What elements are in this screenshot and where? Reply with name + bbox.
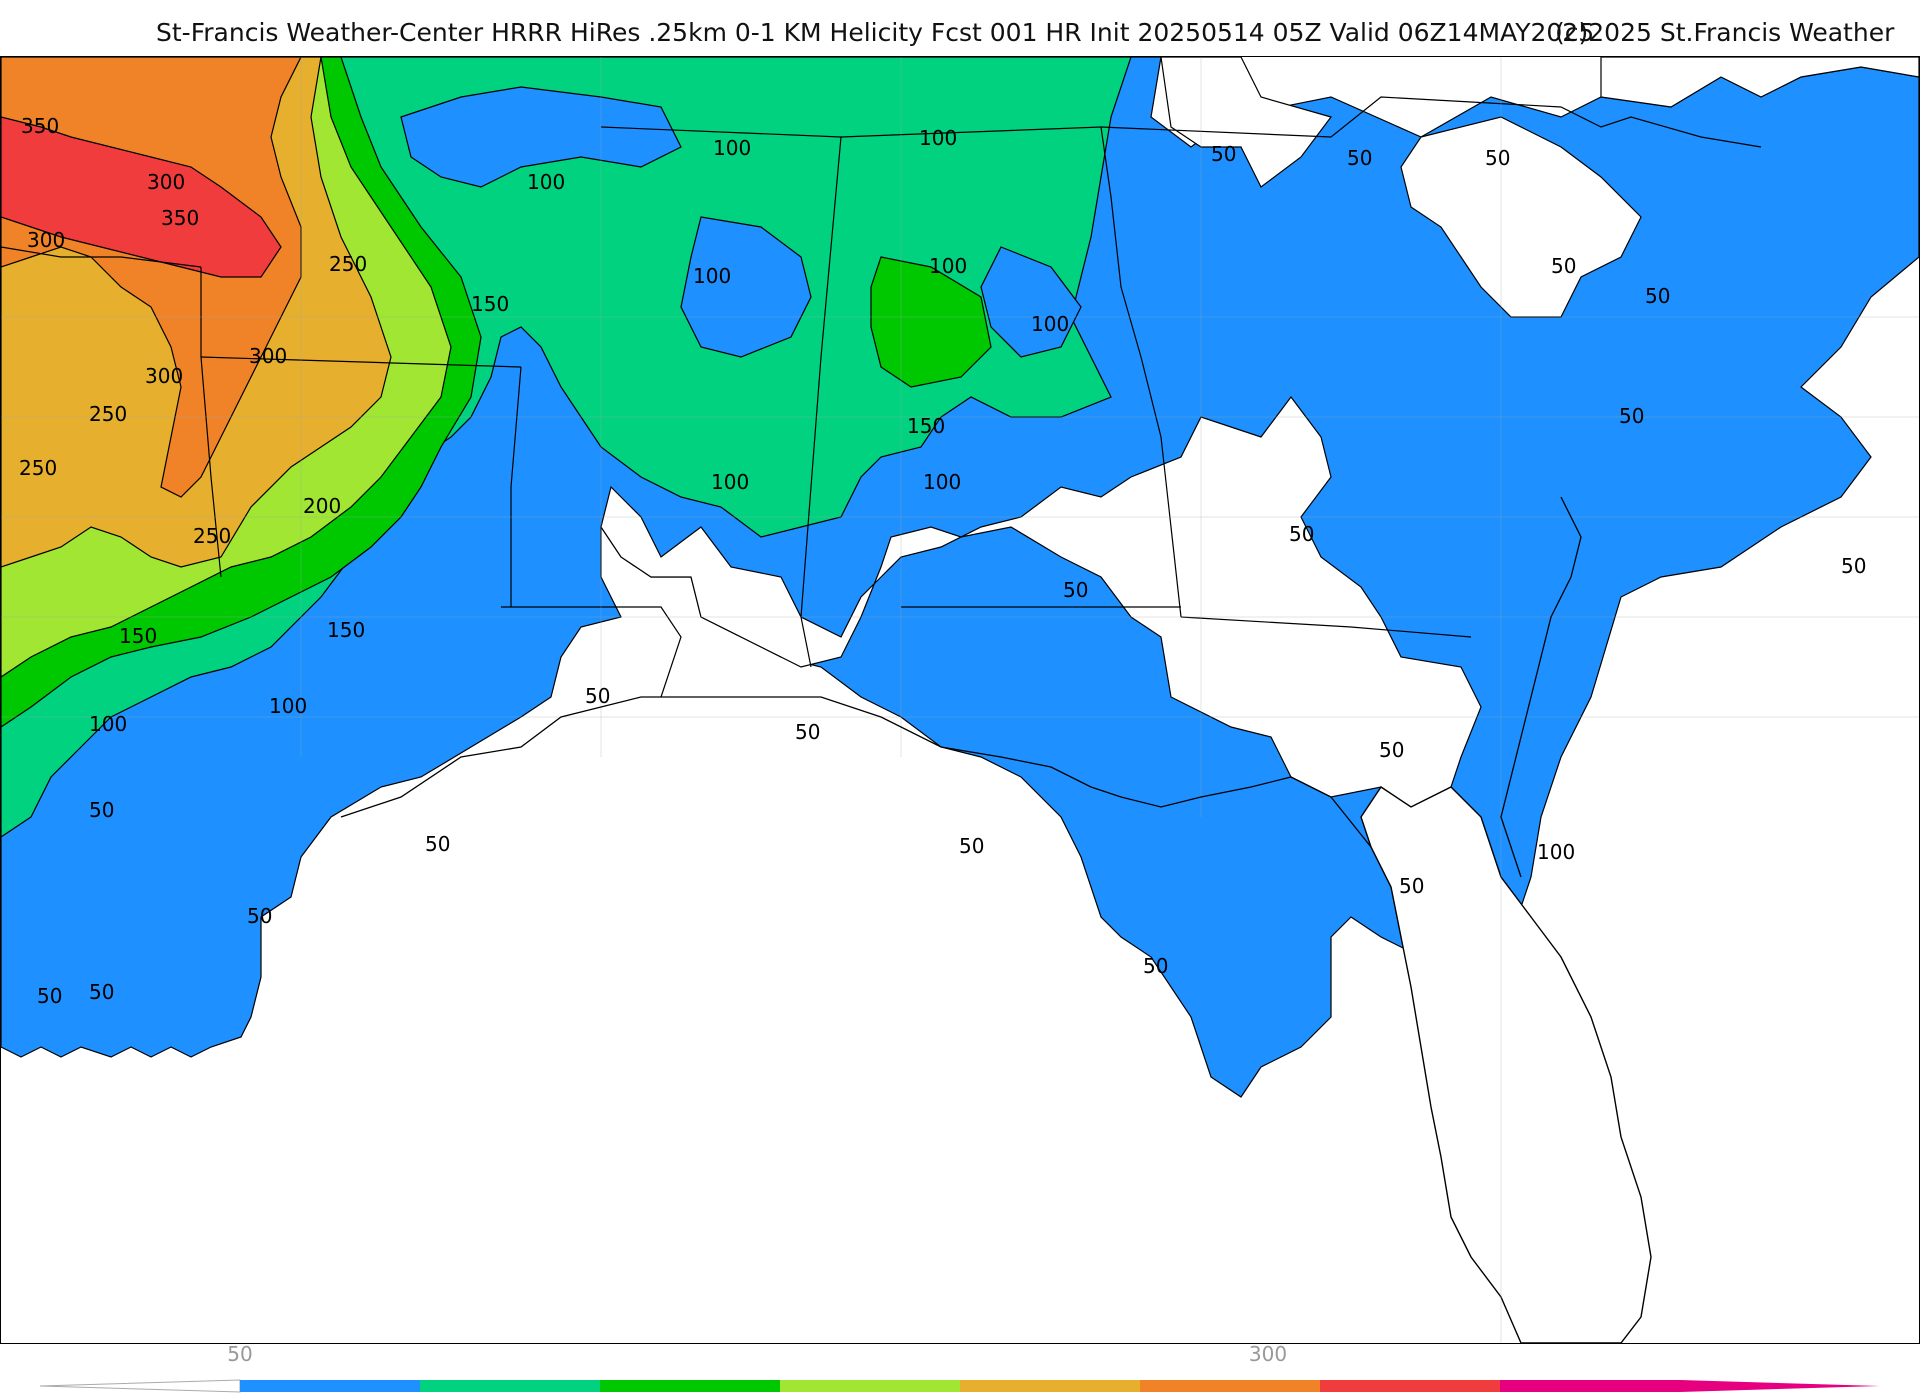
contour-label: 300 [147,170,185,194]
legend-swatch [1140,1380,1320,1392]
legend-tick: 300 [1248,1342,1288,1366]
legend-swatch [960,1380,1140,1392]
contour-label: 50 [795,720,820,744]
legend-arrow-right [1680,1380,1880,1392]
helicity-map[interactable]: 350 300 350 300 250 300 300 250 250 200 … [0,56,1920,1344]
contour-label: 50 [1645,284,1670,308]
contour-label: 250 [89,402,127,426]
contour-label: 100 [923,470,961,494]
contour-label: 300 [145,364,183,388]
contour-label: 50 [1347,146,1372,170]
atlantic-coastline [1500,496,1582,878]
contour-label: 50 [37,984,62,1008]
map-title: St-Francis Weather-Center HRRR HiRes .25… [156,18,1595,47]
contour-label: 50 [89,980,114,1004]
contour-label: 50 [1485,146,1510,170]
helicity-band-350 [1,116,282,278]
contour-label: 300 [27,228,65,252]
contour-label: 50 [425,832,450,856]
contour-label: 100 [693,264,731,288]
contour-label: 50 [1399,874,1424,898]
contour-label: 150 [907,414,945,438]
contour-label: 50 [1619,404,1644,428]
clear-region-northeast [1160,57,1333,188]
contour-label: 100 [89,712,127,736]
contour-label: 100 [919,126,957,150]
contour-label: 100 [1537,840,1575,864]
contour-label: 250 [193,524,231,548]
contour-label: 350 [21,114,59,138]
contour-label: 200 [303,494,341,518]
contour-label: 100 [1031,312,1069,336]
map-title-bar: St-Francis Weather-Center HRRR HiRes .25… [0,12,1920,52]
legend-swatch [240,1380,420,1392]
county-lines [1,57,1919,1343]
florida-peninsula [1360,786,1652,1343]
contour-label: 50 [247,904,272,928]
contour-label: 50 [1379,738,1404,762]
copyright-notice: (c)2025 St.Francis Weather [1555,18,1895,47]
helicity-patch-50-north [400,86,682,188]
contour-label: 150 [471,292,509,316]
helicity-patch-50-east [980,246,1082,358]
state-borders [1,96,1762,698]
contour-label: 250 [19,456,57,480]
contour-label: 100 [527,170,565,194]
contour-label: 50 [89,798,114,822]
contour-label: 50 [1211,142,1236,166]
contour-label: 50 [585,684,610,708]
contour-label: 150 [119,624,157,648]
legend-swatch [1320,1380,1500,1392]
contour-label: 300 [249,344,287,368]
contour-label: 100 [711,470,749,494]
helicity-patch-50-central [680,216,812,358]
contour-label: 50 [1551,254,1576,278]
color-scale-bar [39,1379,1880,1393]
legend-swatch [600,1380,780,1392]
contour-label: 50 [1841,554,1866,578]
contour-label: 250 [329,252,367,276]
contour-label: 100 [929,254,967,278]
legend-swatch [780,1380,960,1392]
gulf-coastline [340,696,1372,848]
contour-label: 50 [959,834,984,858]
contour-label: 100 [713,136,751,160]
contour-label: 100 [269,694,307,718]
legend-swatch [1500,1380,1680,1392]
contour-label: 150 [327,618,365,642]
contour-label: 50 [1063,578,1088,602]
legend-arrow-left [39,1379,241,1393]
legend-tick: 50 [227,1342,253,1366]
clear-region-georgia [600,396,1482,808]
contour-labels: 350 300 350 300 250 300 300 250 250 200 … [19,114,1866,1008]
contour-label: 350 [161,206,199,230]
legend-tick-labels: 50 300 [0,1342,1920,1372]
contour-label: 50 [1143,954,1168,978]
legend-swatch [420,1380,600,1392]
contour-label: 50 [1289,522,1314,546]
clear-region-north [1600,57,1919,108]
